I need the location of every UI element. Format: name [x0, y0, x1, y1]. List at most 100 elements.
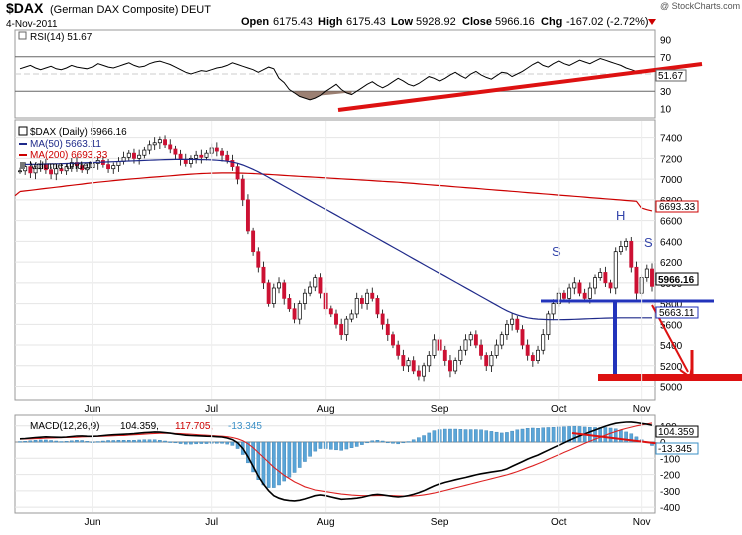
macd-histogram-bar	[28, 440, 33, 443]
candle-body	[411, 360, 416, 372]
close-value: 5966.16	[495, 16, 535, 28]
candle-body	[608, 282, 613, 289]
date-axis: Jun Jun Jul Jul Aug Aug Sep Sep Oct Oct Nov Nov	[84, 121, 651, 528]
macd-legend-value: 104.359,	[120, 421, 159, 432]
price-date-label: Aug	[317, 404, 335, 415]
candle-body	[132, 152, 136, 159]
candle-body	[489, 355, 494, 367]
macd-value-tag-text: 104.359	[658, 427, 695, 438]
candle-body	[598, 272, 603, 278]
price-tick-label: 7200	[660, 154, 683, 165]
exchange-label: DEUT	[181, 4, 211, 16]
candle-body	[567, 287, 572, 299]
macd-histogram-bar	[349, 441, 354, 448]
candle-body	[204, 152, 209, 158]
macd-histogram-bar	[33, 440, 38, 443]
macd-histogram-bar	[442, 428, 447, 443]
macd-histogram-bar	[619, 430, 623, 443]
macd-histogram-bar	[629, 433, 634, 443]
macd-histogram-bar	[468, 429, 473, 443]
macd-histogram-bar	[49, 440, 53, 443]
candle-body	[613, 251, 618, 289]
macd-histogram-bar	[339, 441, 343, 451]
candle-body	[18, 170, 22, 173]
price-tick-label: 5800	[660, 300, 683, 311]
macd-histogram-bar	[479, 429, 483, 443]
macd-histogram-bar	[313, 441, 318, 452]
price-legend-ma50: MA(50) 5663.11	[30, 139, 101, 150]
head-label: H	[616, 208, 625, 223]
macd-histogram-bar	[417, 437, 421, 443]
candle-body	[266, 282, 271, 304]
candle-body	[147, 144, 152, 151]
chg-label: Chg	[541, 16, 562, 28]
macd-tick-label: -200	[660, 471, 680, 482]
rsi-tick-label: 90	[660, 36, 672, 47]
macd-histogram-bar	[391, 441, 395, 444]
macd-histogram-bar	[137, 439, 141, 443]
candle-body	[194, 154, 199, 159]
candle-body	[380, 313, 385, 325]
macd-histogram-bar	[427, 432, 432, 443]
candle-body	[359, 298, 364, 304]
candle-body	[629, 240, 634, 268]
macd-histogram-bar	[266, 441, 271, 488]
watermark: @ StockCharts.com	[660, 1, 740, 11]
macd-histogram-bar	[318, 441, 323, 449]
macd-histogram-bar	[18, 441, 22, 443]
candle-body	[308, 286, 313, 294]
candle-body	[416, 370, 421, 377]
rsi-tick-label: 10	[660, 104, 672, 115]
candle-body	[494, 344, 499, 356]
candle-body	[572, 282, 577, 289]
macd-histogram-bar	[567, 426, 571, 443]
candle-body	[650, 268, 654, 287]
macd-histogram-bar	[303, 441, 307, 462]
price-date-label: Jun	[84, 404, 100, 415]
candle-body	[365, 292, 370, 304]
macd-histogram-bar	[525, 428, 530, 443]
macd-histogram-bar	[608, 427, 613, 443]
macd-histogram-bar	[520, 428, 525, 443]
macd-histogram-bar	[75, 440, 79, 443]
macd-histogram-bar	[411, 439, 416, 443]
candle-body	[354, 298, 359, 315]
macd-histogram-bar	[370, 440, 375, 443]
price-date-label: Oct	[551, 404, 567, 415]
macd-hist-tag	[655, 442, 699, 455]
open-label: Open	[241, 16, 269, 28]
macd-histogram-bar	[101, 440, 105, 443]
macd-histogram-bar	[168, 441, 173, 443]
chg-value: -167.02 (-2.72%)	[566, 16, 649, 28]
ma200-value-tag	[655, 200, 699, 213]
candle-body	[183, 159, 188, 164]
candle-body	[551, 303, 556, 315]
rsi-value-tag-text: 51.67	[658, 71, 683, 82]
candle-body	[111, 165, 116, 170]
macd-histogram-bar	[38, 439, 43, 443]
candle-body	[302, 292, 307, 304]
macd-histogram-bar	[116, 440, 121, 443]
candle-body	[225, 154, 230, 161]
annotations: S H S	[337, 62, 742, 445]
rsi-tick-label: 70	[660, 53, 672, 64]
candle-body	[168, 144, 173, 150]
ma50-value-tag	[655, 306, 699, 319]
candle-body	[287, 298, 292, 310]
price-tick-label: 6600	[660, 217, 683, 228]
ma200-line-extension	[14, 191, 21, 197]
candle-body	[339, 323, 344, 336]
macd-legend-hist: -13.345	[228, 421, 262, 432]
macd-histogram-bar	[562, 426, 566, 443]
rsi-value-tag	[655, 69, 687, 82]
ma200-line	[19, 172, 653, 212]
macd-histogram-bar	[484, 430, 489, 443]
rsi-trendline	[337, 62, 703, 112]
candle-body	[318, 277, 323, 294]
target-bar	[598, 374, 742, 381]
macd-histogram-bar	[536, 428, 540, 443]
candle-body	[479, 344, 483, 356]
price-tick-label: 7000	[660, 175, 683, 186]
candle-body	[375, 298, 380, 315]
macd-histogram-bar	[246, 441, 250, 464]
